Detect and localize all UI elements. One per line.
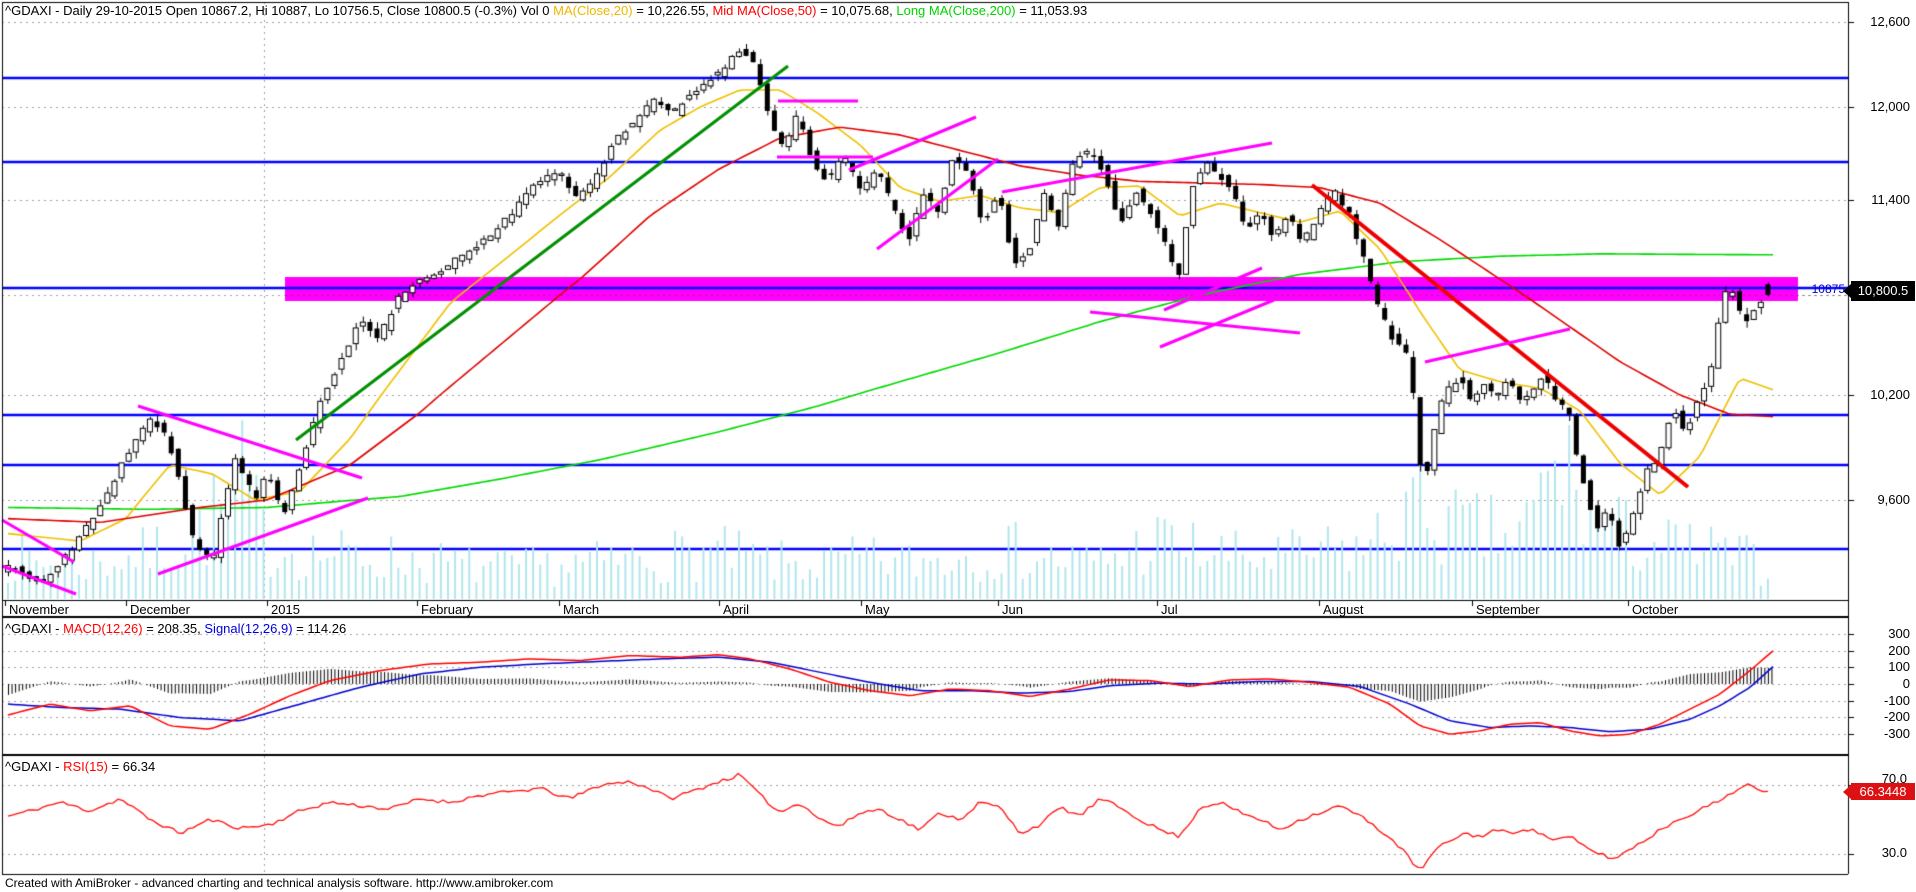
y-axis-label: 11,400 (1871, 192, 1910, 207)
rsi-value-tag: 66.3448 (1843, 783, 1915, 800)
tag-arrow-icon (1843, 784, 1851, 799)
title-segment: = 114.26 (292, 621, 347, 636)
title-segment: RSI(15) (63, 759, 108, 774)
month-label: September (1476, 602, 1540, 617)
tag-arrow-icon (1843, 284, 1851, 298)
y-axis-label: -300 (1883, 726, 1910, 741)
title-segment: = 208.35, (142, 621, 205, 636)
month-label: December (130, 602, 190, 617)
y-axis-label: 12,000 (1870, 99, 1910, 114)
main-chart-title: ^GDAXI - Daily 29-10-2015 Open 10867.2, … (5, 3, 1087, 18)
month-label: Jun (1002, 602, 1023, 617)
last-price-value: 10,800.5 (1857, 283, 1909, 298)
y-axis-label: 70.0 (1881, 771, 1907, 786)
rsi-pane-title: ^GDAXI - RSI(15) = 66.34 (5, 759, 155, 774)
rsi-value: 66.3448 (1859, 784, 1907, 799)
month-label: Jul (1161, 602, 1178, 617)
month-label: October (1632, 602, 1679, 617)
y-axis-label: 10,200 (1870, 387, 1910, 402)
last-price-tag: 10,800.5 (1843, 281, 1915, 301)
month-label: August (1323, 602, 1364, 617)
y-axis-label: 300 (1888, 626, 1910, 641)
title-segment: Signal(12,26,9) (204, 621, 293, 636)
y-axis-label: -200 (1883, 709, 1910, 724)
title-segment: ^GDAXI - Daily 29-10-2015 Open 10867.2, … (5, 3, 554, 18)
title-segment: = 10,226.55, (632, 3, 713, 18)
title-segment: MA(Close,20) (553, 3, 633, 18)
month-label: May (865, 602, 890, 617)
y-axis-label: 0 (1902, 676, 1910, 691)
title-segment: ^GDAXI - (5, 621, 64, 636)
resistance-level-label: 10875 (1811, 282, 1845, 296)
title-segment: ^GDAXI - (5, 759, 64, 774)
y-axis-label: 100 (1888, 659, 1910, 674)
month-label: April (723, 602, 750, 617)
macd-pane-title: ^GDAXI - MACD(12,26) = 208.35, Signal(12… (5, 621, 346, 636)
y-axis-label: 30.0 (1881, 845, 1907, 860)
y-axis-label: 9,600 (1877, 492, 1910, 507)
amibroker-credit-footer: Created with AmiBroker - advanced charti… (5, 876, 554, 890)
title-segment: Long MA(Close,200) (896, 3, 1016, 18)
title-segment: = 11,053.93 (1015, 3, 1088, 18)
month-label: November (9, 602, 69, 617)
month-label: February (421, 602, 474, 617)
title-segment: MACD(12,26) (63, 621, 143, 636)
month-label: 2015 (271, 602, 300, 617)
y-axis-label: 12,600 (1870, 14, 1910, 29)
title-segment: Mid MA(Close,50) (712, 3, 817, 18)
y-axis-label: 200 (1888, 643, 1910, 658)
month-label: March (563, 602, 600, 617)
title-segment: = 66.34 (107, 759, 156, 774)
y-axis-label: -100 (1883, 693, 1910, 708)
title-segment: = 10,075.68, (816, 3, 897, 18)
